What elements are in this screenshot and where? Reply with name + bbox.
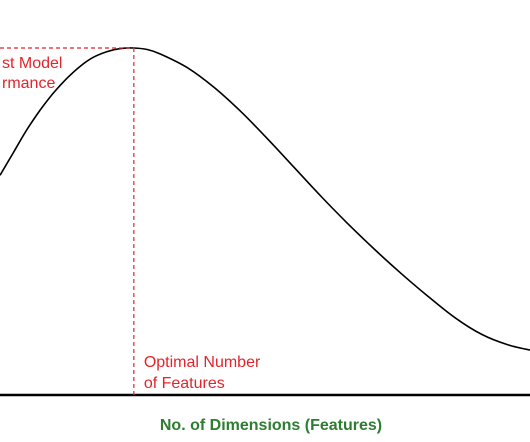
best-performance-label-line-2: rmance	[2, 75, 55, 92]
optimal-features-label-line-1: Optimal Number	[144, 354, 261, 371]
performance-curve	[0, 47, 530, 351]
x-axis-label: No. of Dimensions (Features)	[160, 417, 382, 434]
optimal-features-label-line-2: of Features	[144, 375, 225, 392]
best-performance-label-line-1: st Model	[2, 55, 62, 72]
